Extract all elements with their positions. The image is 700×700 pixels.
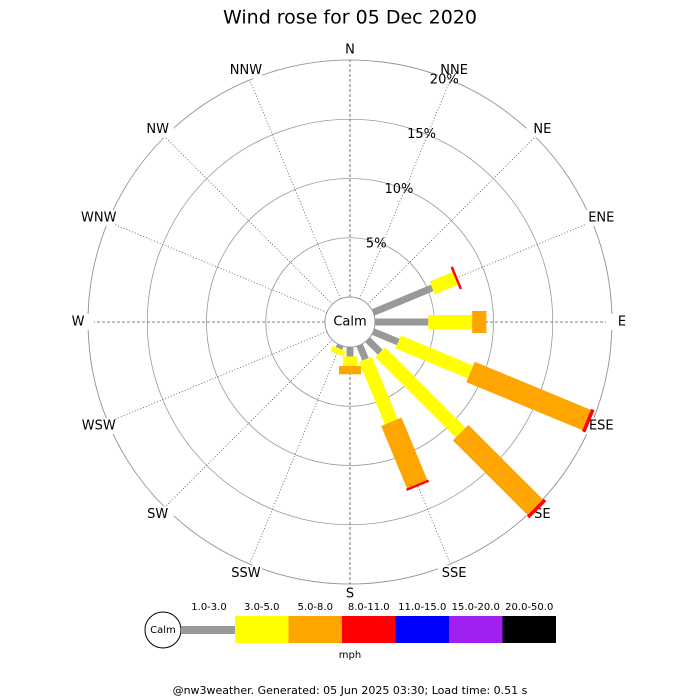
legend-label: 5.0-8.0: [298, 602, 333, 613]
bar-segment: [343, 356, 357, 366]
direction-label: N: [345, 43, 355, 58]
ring-label: 5%: [366, 237, 387, 252]
direction-label: NE: [533, 122, 551, 137]
legend-label: 3.0-5.0: [244, 602, 279, 613]
direction-label: ESE: [589, 419, 614, 434]
ring-label: 10%: [384, 182, 413, 197]
legend-swatch: [288, 616, 342, 643]
label-bg: [585, 209, 618, 226]
label-bg: [334, 586, 366, 602]
direction-label: SW: [147, 507, 168, 522]
spoke: [164, 339, 333, 508]
bar-segment: [381, 417, 428, 489]
label-bg: [229, 565, 262, 582]
spoke: [107, 221, 328, 313]
spoke: [249, 344, 341, 565]
direction-label: E: [618, 315, 626, 330]
footer: @nw3weather. Generated: 05 Jun 2025 03:3…: [173, 684, 528, 697]
spoke: [107, 331, 328, 423]
direction-label: SSW: [231, 566, 261, 581]
legend-swatch: [449, 616, 503, 643]
direction-label: NNW: [230, 63, 262, 78]
bar-segment: [406, 479, 430, 491]
bar-segment: [472, 311, 487, 333]
bar-segment: [526, 498, 547, 519]
label-bg: [334, 42, 366, 58]
ring-label: 20%: [430, 72, 459, 87]
calm-label: Calm: [333, 315, 366, 330]
direction-label: ENE: [588, 210, 614, 225]
bar-segment: [358, 356, 398, 425]
bar-segment: [339, 365, 361, 375]
bar-segment: [374, 318, 429, 326]
legend-label: 15.0-20.0: [452, 602, 500, 613]
label-bg: [62, 314, 94, 330]
direction-label: WNW: [81, 210, 117, 225]
label-bg: [606, 314, 638, 330]
legend-label: 11.0-15.0: [398, 602, 446, 613]
legend-swatch: [502, 616, 556, 643]
bar-segment: [356, 343, 369, 361]
ring-label: 15%: [407, 127, 436, 142]
label-bg: [438, 62, 471, 79]
bar-segment: [371, 284, 434, 316]
bar-segment: [452, 424, 544, 516]
bar-segment: [375, 347, 466, 438]
label-bg: [585, 418, 618, 435]
direction-label: NNE: [440, 63, 468, 78]
legend-label: 1.0-3.0: [191, 602, 226, 613]
label-bg: [526, 121, 559, 138]
direction-label: W: [72, 315, 85, 330]
bar-segment: [335, 343, 344, 350]
spoke: [367, 136, 536, 305]
bar-segment: [450, 266, 462, 290]
chart-title: Wind rose for 05 Dec 2020: [223, 7, 477, 29]
spoke: [359, 79, 451, 300]
spoke: [249, 79, 341, 300]
label-bg: [229, 62, 262, 79]
bar-segment: [330, 345, 346, 357]
direction-label: SSE: [442, 566, 467, 581]
legend-calm-label: Calm: [150, 625, 176, 636]
direction-label: WSW: [82, 419, 116, 434]
unit-label: mph: [339, 650, 361, 661]
legend-label: 8.0-11.0: [348, 602, 390, 613]
bar-segment: [428, 315, 473, 329]
bar-segment: [429, 271, 458, 295]
bar-segment: [466, 361, 591, 431]
legend-swatch: [342, 616, 396, 643]
label-bg: [141, 506, 174, 523]
direction-label: SE: [534, 507, 550, 522]
spoke: [164, 136, 333, 305]
calm-circle: [324, 296, 376, 348]
legend-swatch: [235, 616, 289, 643]
grid-ring: [206, 178, 494, 466]
bar-segment: [365, 337, 383, 355]
legend-label: 20.0-50.0: [505, 602, 553, 613]
bar-segment: [371, 328, 400, 346]
label-bg: [82, 209, 115, 226]
label-bg: [141, 121, 174, 138]
legend-swatch: [181, 626, 235, 634]
label-bg: [438, 565, 471, 582]
direction-label: S: [346, 587, 354, 602]
bar-segment: [346, 347, 354, 357]
bar-segment: [581, 408, 595, 433]
label-bg: [82, 418, 115, 435]
direction-label: NW: [146, 122, 169, 137]
bar-segment: [395, 335, 474, 379]
legend-swatch: [395, 616, 449, 643]
